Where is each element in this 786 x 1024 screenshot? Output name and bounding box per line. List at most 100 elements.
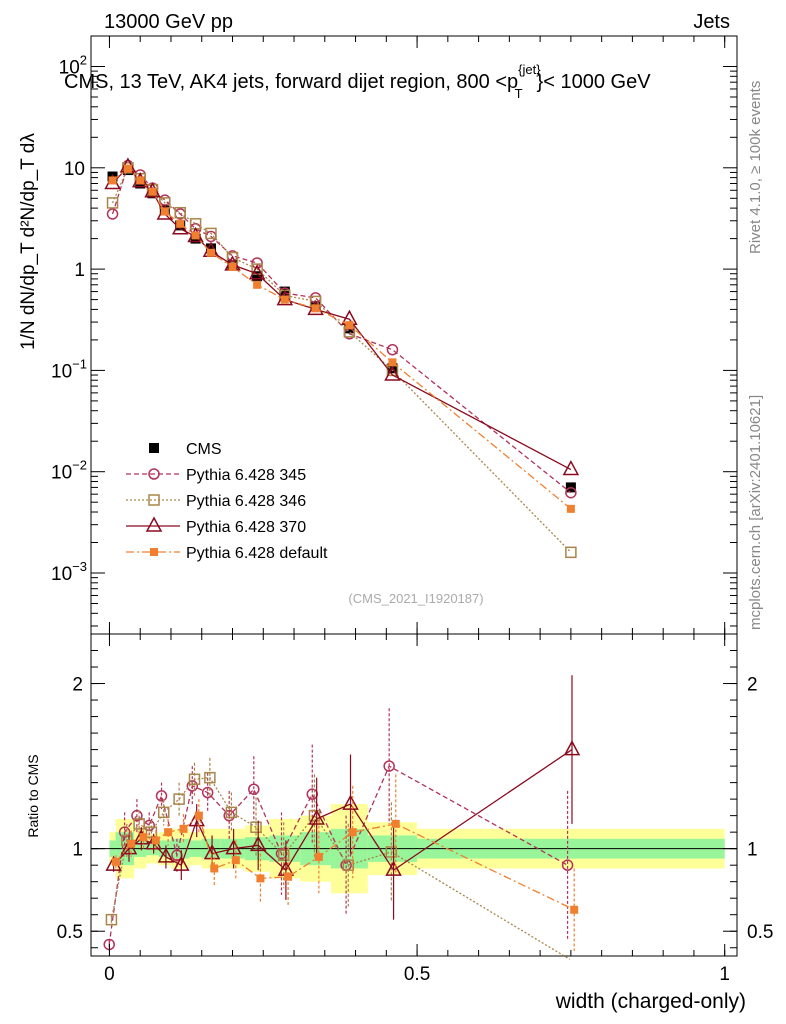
main-ylabel: 1/N dN/dp_T d²N/dp_T dλ xyxy=(18,133,39,350)
ratio-series-point xyxy=(127,839,136,848)
legend-label: Pythia 6.428 346 xyxy=(186,493,306,510)
ratio-y-tick-label: 0.5 xyxy=(57,922,83,943)
y-tick-label: 10 xyxy=(64,159,85,180)
ratio-series-point xyxy=(342,859,355,871)
ratio-series-point xyxy=(348,828,357,837)
ratio-series-point xyxy=(570,905,579,914)
chart-title-tail: }< 1000 GeV xyxy=(537,71,652,93)
main-series-line xyxy=(111,164,572,494)
ratio-frame xyxy=(90,633,738,957)
main-series-point xyxy=(191,231,200,240)
main-series-point xyxy=(136,176,145,185)
legend-marker-cms xyxy=(149,443,159,453)
ratio-series-point xyxy=(225,806,238,819)
y-tick-label: 10−2 xyxy=(51,458,87,484)
main-series-point xyxy=(160,207,169,216)
chart-title-sup: {jet} xyxy=(518,62,541,77)
main-series-point xyxy=(251,257,263,269)
y-tick-label: 1 xyxy=(74,260,85,281)
ratio-y-tick-label-right: 0.5 xyxy=(747,922,773,943)
main-series-point xyxy=(562,459,580,476)
main-series-point xyxy=(566,504,575,513)
header-right: Jets xyxy=(693,11,730,33)
ratio-series-point xyxy=(151,836,160,845)
legend-label-cms: CMS xyxy=(186,441,222,458)
ratio-series-point xyxy=(284,872,293,881)
cms-data-point xyxy=(252,271,263,282)
x-tick-label: 0 xyxy=(104,964,115,985)
ratio-series-point xyxy=(248,783,260,795)
ratio-series-point xyxy=(561,859,574,871)
main-series-point xyxy=(565,486,577,499)
ratio-series-point xyxy=(111,857,120,866)
legend-marker xyxy=(150,548,158,556)
legend-marker xyxy=(148,468,160,480)
main-series-point xyxy=(565,546,577,559)
ratio-series-point xyxy=(139,833,148,842)
main-ylabel-text: 1/N dN/dp_T d²N/dp_T dλ xyxy=(18,133,39,350)
main-series-point xyxy=(248,264,266,280)
ratio-series-point xyxy=(171,849,183,862)
main-series-point xyxy=(205,227,217,240)
y-tick-label: 10−3 xyxy=(51,559,87,585)
ratio-series-line xyxy=(110,776,571,960)
ratio-series-point xyxy=(186,780,199,792)
ratio-series-point xyxy=(256,874,265,883)
axis-ticks: 0 0.5 1 102 10 1 10−1 10−2 10−3 2 2 1 1 0.5 0.5 xyxy=(51,35,773,985)
main-series-point xyxy=(106,197,119,209)
ratio-series-point xyxy=(385,860,402,876)
ratio-y-tick-label-right: 2 xyxy=(747,675,758,696)
main-series-point xyxy=(174,206,186,219)
ratio-series-point xyxy=(342,794,359,810)
main-series-point xyxy=(384,365,401,381)
main-series-point xyxy=(228,262,237,271)
chart-title-main: CMS, 13 TeV, AK4 jets, forward dijet reg… xyxy=(64,71,518,93)
ratio-series-point xyxy=(204,771,216,784)
main-series-point xyxy=(388,358,397,367)
ratio-series-point xyxy=(131,809,143,822)
legend-label: Pythia 6.428 345 xyxy=(186,467,306,484)
x-axis-label: width (charged-only) xyxy=(555,990,746,1013)
legend-marker xyxy=(148,494,160,506)
ratio-y-tick-label: 1 xyxy=(72,840,83,861)
rivet-label: Rivet 4.1.0, ≥ 100k events xyxy=(747,81,764,254)
ratio-y-tick-label: 2 xyxy=(72,675,83,696)
main-series-point xyxy=(226,251,239,264)
main-series-line xyxy=(112,167,572,510)
main-series-point xyxy=(280,295,289,304)
ratio-ylabel: Ratio to CMS xyxy=(25,754,41,837)
ratio-y-tick-label-right: 1 xyxy=(747,840,758,861)
legend-label: Pythia 6.428 370 xyxy=(186,519,306,536)
plot-frames xyxy=(90,35,738,957)
ratio-series-point xyxy=(118,826,131,838)
legend-label: Pythia 6.428 default xyxy=(186,545,328,562)
ratio-series-point xyxy=(383,760,395,772)
x-tick-label: 0.5 xyxy=(404,964,430,985)
main-series-line xyxy=(112,165,572,471)
ratio-series-point xyxy=(157,847,175,863)
ratio-series-point xyxy=(157,806,170,819)
ratio-series-point xyxy=(194,811,203,820)
main-series-point xyxy=(253,280,262,289)
main-series-point xyxy=(148,187,157,196)
main-series-point xyxy=(311,304,320,313)
ratio-series-point xyxy=(188,773,201,786)
main-series-point xyxy=(123,164,132,173)
y-tick-label: 102 xyxy=(59,52,87,78)
ratio-series-point xyxy=(308,809,325,825)
ratio-series-point xyxy=(164,828,173,837)
legend: CMS Pythia 6.428 345 Pythia 6.428 346 Pythi… xyxy=(126,441,328,562)
chart-title-sub: T xyxy=(515,86,523,101)
legend-marker xyxy=(145,516,163,532)
ratio-series-point xyxy=(231,856,240,865)
x-tick-label: 1 xyxy=(719,964,730,985)
ratio-series-point xyxy=(179,824,188,833)
main-series-point xyxy=(386,343,399,356)
mcplots-label: mcplots.cern.ch [arXiv:2401.10621] xyxy=(747,395,764,630)
cms-data-point xyxy=(205,243,216,254)
ratio-series xyxy=(103,675,581,960)
main-series-point xyxy=(345,321,354,330)
header-left: 13000 GeV pp xyxy=(104,11,233,33)
chart-title: CMS, 13 TeV, AK4 jets, forward dijet reg… xyxy=(64,62,651,101)
